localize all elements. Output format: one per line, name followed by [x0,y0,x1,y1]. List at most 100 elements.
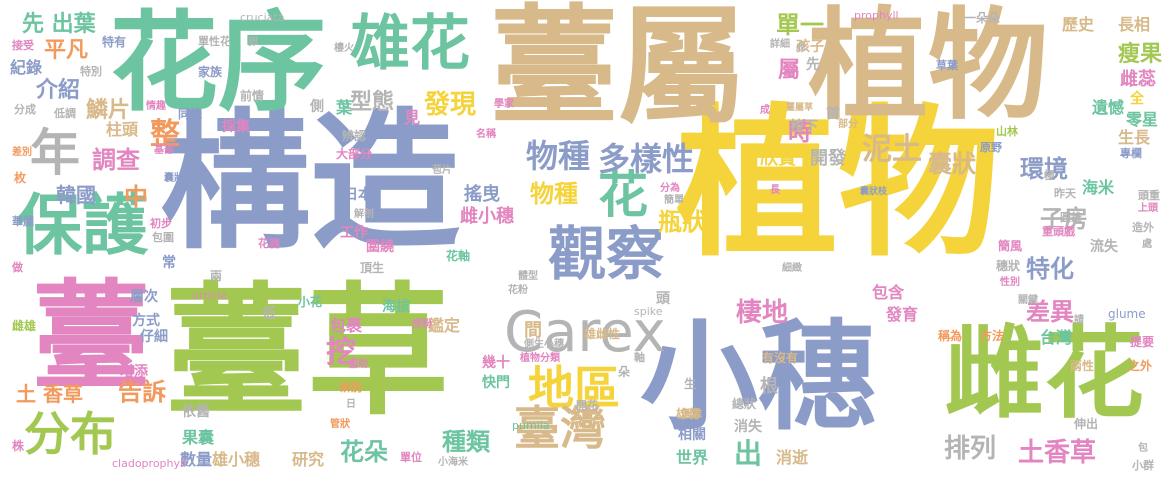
word-chubu: 初步 [150,217,172,230]
word-huaduo: 花朵 [340,438,388,466]
word-sheng: 生 [684,377,697,391]
word-luan: 卵 [248,37,258,48]
word-fangfa: 方法 [980,329,1005,343]
word-cixiaosui: 雌小穗 [460,206,514,227]
word-guonang: 果囊 [182,428,215,447]
word-ye: 葉 [336,98,353,117]
word-kuaimen: 快門 [482,375,510,391]
word-jilu: 紀錄 [10,58,43,77]
word-xuejia: 學家 [494,99,514,110]
word-cihua: 雌花 [944,315,1144,432]
word-fenlei: 植物分類 [520,353,560,364]
word-pingfan: 平凡 [44,38,89,63]
word-liangxing: 兩性 [1070,359,1095,373]
word-youmeiyou: 有沒有 [762,351,799,365]
word-xiaohua: 小花 [298,295,323,309]
word-tongzhu: 同株 [178,107,203,121]
word-wuzhong-yellow: 物種 [530,180,578,208]
word-zhongtouxi: 重頭戲 [1042,225,1075,238]
word-shuliang: 數量 [180,450,213,469]
word-zhong: 中 [124,183,148,211]
word-haizi: 孩子 [796,39,824,55]
word-zhonglei: 種類 [442,428,490,456]
word-gouzao: 構造 [160,96,461,270]
word-shangtou: 上頭 [1138,203,1158,214]
word-diaocha: 調查 [92,146,140,174]
word-chabie: 差別 [12,147,32,158]
word-xiangguan: 相關 [678,427,706,443]
word-tou: 頭 [656,291,670,307]
word-mingcheng: 名稱 [476,129,496,140]
word-huali: 華麗 [12,215,34,228]
word-urticle: urticle [192,289,227,302]
word-gen: 根 [760,376,778,397]
word-yuanye: 原野 [980,141,1002,154]
word-huazhou: 花軸 [446,249,471,263]
word-taiwan2: 台灣 [1040,328,1073,347]
word-huanjing: 環境 [1020,155,1068,183]
word-qing: 請 [1074,315,1084,326]
word-danwei: 單位 [400,451,422,464]
word-jianfeng: 簡風 [998,239,1023,253]
word-taishu: 薹屬 [490,0,747,142]
word-weirao: 圍繞 [366,239,394,255]
word-xinshang: 欣賞 [760,148,796,169]
word-nitu: 泥土 [862,132,922,167]
word-fayu: 發育 [886,305,919,324]
word-didiao: 低調 [54,107,76,120]
word-cladoprophyll: cladoprophyll [112,457,187,470]
word-guanjian: 關鍵 [1018,295,1038,306]
word-baohu: 保護 [16,187,148,264]
word-glume: glume [1108,307,1146,321]
word-shijie: 世界 [676,448,709,467]
word-jian2: 見 [404,108,421,127]
word-zhiwai: 之外 [1128,359,1153,373]
word-huafen: 花粉 [508,285,528,296]
word-jibu: 基部 [154,145,174,156]
word-zhangxiang: 長相 [1118,15,1151,34]
word-jiazu: 家族 [198,65,223,79]
word-fangshi: 方式 [132,313,160,329]
word-linpian: 鱗片 [86,98,131,123]
word-yuanzhui: 圓錐 [1060,211,1082,224]
word-gaosu: 告訴 [118,378,166,406]
word-guanzhuang: 管狀 [330,419,350,430]
word-wa: 挖 [326,335,356,370]
word-xian2: 先 [806,57,820,73]
word-zhuanlan: 專欄 [1120,147,1142,160]
word-caiji: 採集 [222,119,250,135]
word-jieshao: 介紹 [36,78,81,103]
word-bao: 包 [1138,443,1148,454]
word-taishucao: 薹屬草 [786,103,814,113]
word-cixiong: 雌雄 [12,319,37,333]
word-teyou: 特有 [102,35,127,49]
word-zhiwu-yellow: 植物 [676,91,1000,279]
word-qidi: 棲地 [736,298,789,328]
word-shanlin: 山林 [996,125,1018,138]
word-duo: 朵 [618,365,631,379]
word-huaxu: 花序 [110,1,327,126]
word-haiba: 海拔 [382,299,410,315]
word-xiaoshi: 消失 [734,419,762,435]
word-spike: spike [634,305,663,318]
word-xiaohaimi: 小海米 [438,457,468,468]
word-chayi: 差異 [1026,298,1074,326]
word-shoufen: 授粉 [412,319,432,330]
word-xingtai: 型態 [350,90,395,115]
word-zixi: 仔細 [140,329,168,345]
word-baowei: 包圍 [152,231,174,244]
word-nangzhuanggou: 囊狀構 [164,173,194,184]
word-chengwei: 稱為 [938,329,963,343]
word-nangzhuangzhi: 囊狀枝 [860,187,888,197]
word-zheng: 整 [150,117,180,152]
word-pingzhuang: 瓶狀 [658,208,706,236]
word-yiduoduo: 一朵朵 [964,11,1001,25]
word-tai: 薹 [32,268,151,406]
word-faxian: 發現 [424,90,477,120]
word-riben: 日本 [344,187,372,203]
word-tu-xiangcao: 土 香草 [16,382,83,406]
word-zengtian: 增添 [120,364,148,380]
word-liushi: 流失 [1090,239,1118,255]
word-shou: 首 [826,106,840,122]
